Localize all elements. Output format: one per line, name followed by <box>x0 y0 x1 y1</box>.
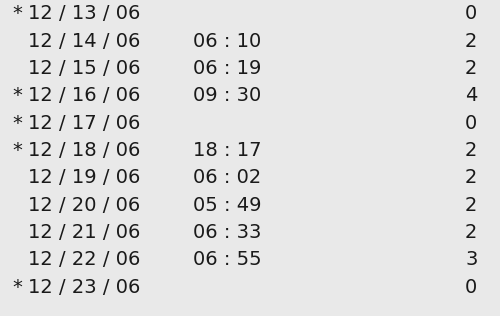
Text: 2: 2 <box>465 59 477 78</box>
Text: 12 / 16 / 06: 12 / 16 / 06 <box>28 86 140 106</box>
Text: 3: 3 <box>465 250 477 270</box>
Text: 12 / 18 / 06: 12 / 18 / 06 <box>28 141 140 160</box>
Text: *: * <box>12 278 22 297</box>
Text: 06 : 55: 06 : 55 <box>193 250 262 270</box>
Text: 2: 2 <box>465 168 477 187</box>
Text: 06 : 33: 06 : 33 <box>194 223 262 242</box>
Text: 18 : 17: 18 : 17 <box>193 141 262 160</box>
Text: 12 / 19 / 06: 12 / 19 / 06 <box>28 168 140 187</box>
Text: 2: 2 <box>465 32 477 51</box>
Text: 12 / 20 / 06: 12 / 20 / 06 <box>28 196 140 215</box>
Text: 12 / 14 / 06: 12 / 14 / 06 <box>28 32 140 51</box>
Text: 12 / 23 / 06: 12 / 23 / 06 <box>28 278 140 297</box>
Text: 2: 2 <box>465 141 477 160</box>
Text: 12 / 15 / 06: 12 / 15 / 06 <box>28 59 140 78</box>
Text: 06 : 10: 06 : 10 <box>194 32 262 51</box>
Text: *: * <box>12 114 22 133</box>
Text: 06 : 02: 06 : 02 <box>194 168 262 187</box>
Text: 0: 0 <box>465 278 477 297</box>
Text: *: * <box>12 141 22 160</box>
Text: 05 : 49: 05 : 49 <box>193 196 262 215</box>
Text: 09 : 30: 09 : 30 <box>194 86 262 106</box>
Text: *: * <box>12 86 22 106</box>
Text: 2: 2 <box>465 223 477 242</box>
Text: 0: 0 <box>465 4 477 23</box>
Text: 4: 4 <box>465 86 477 106</box>
Text: 12 / 22 / 06: 12 / 22 / 06 <box>28 250 140 270</box>
Text: 0: 0 <box>465 114 477 133</box>
Text: 12 / 21 / 06: 12 / 21 / 06 <box>28 223 140 242</box>
Text: 06 : 19: 06 : 19 <box>194 59 262 78</box>
Text: 12 / 13 / 06: 12 / 13 / 06 <box>28 4 140 23</box>
Text: 2: 2 <box>465 196 477 215</box>
Text: *: * <box>12 4 22 23</box>
Text: 12 / 17 / 06: 12 / 17 / 06 <box>28 114 140 133</box>
